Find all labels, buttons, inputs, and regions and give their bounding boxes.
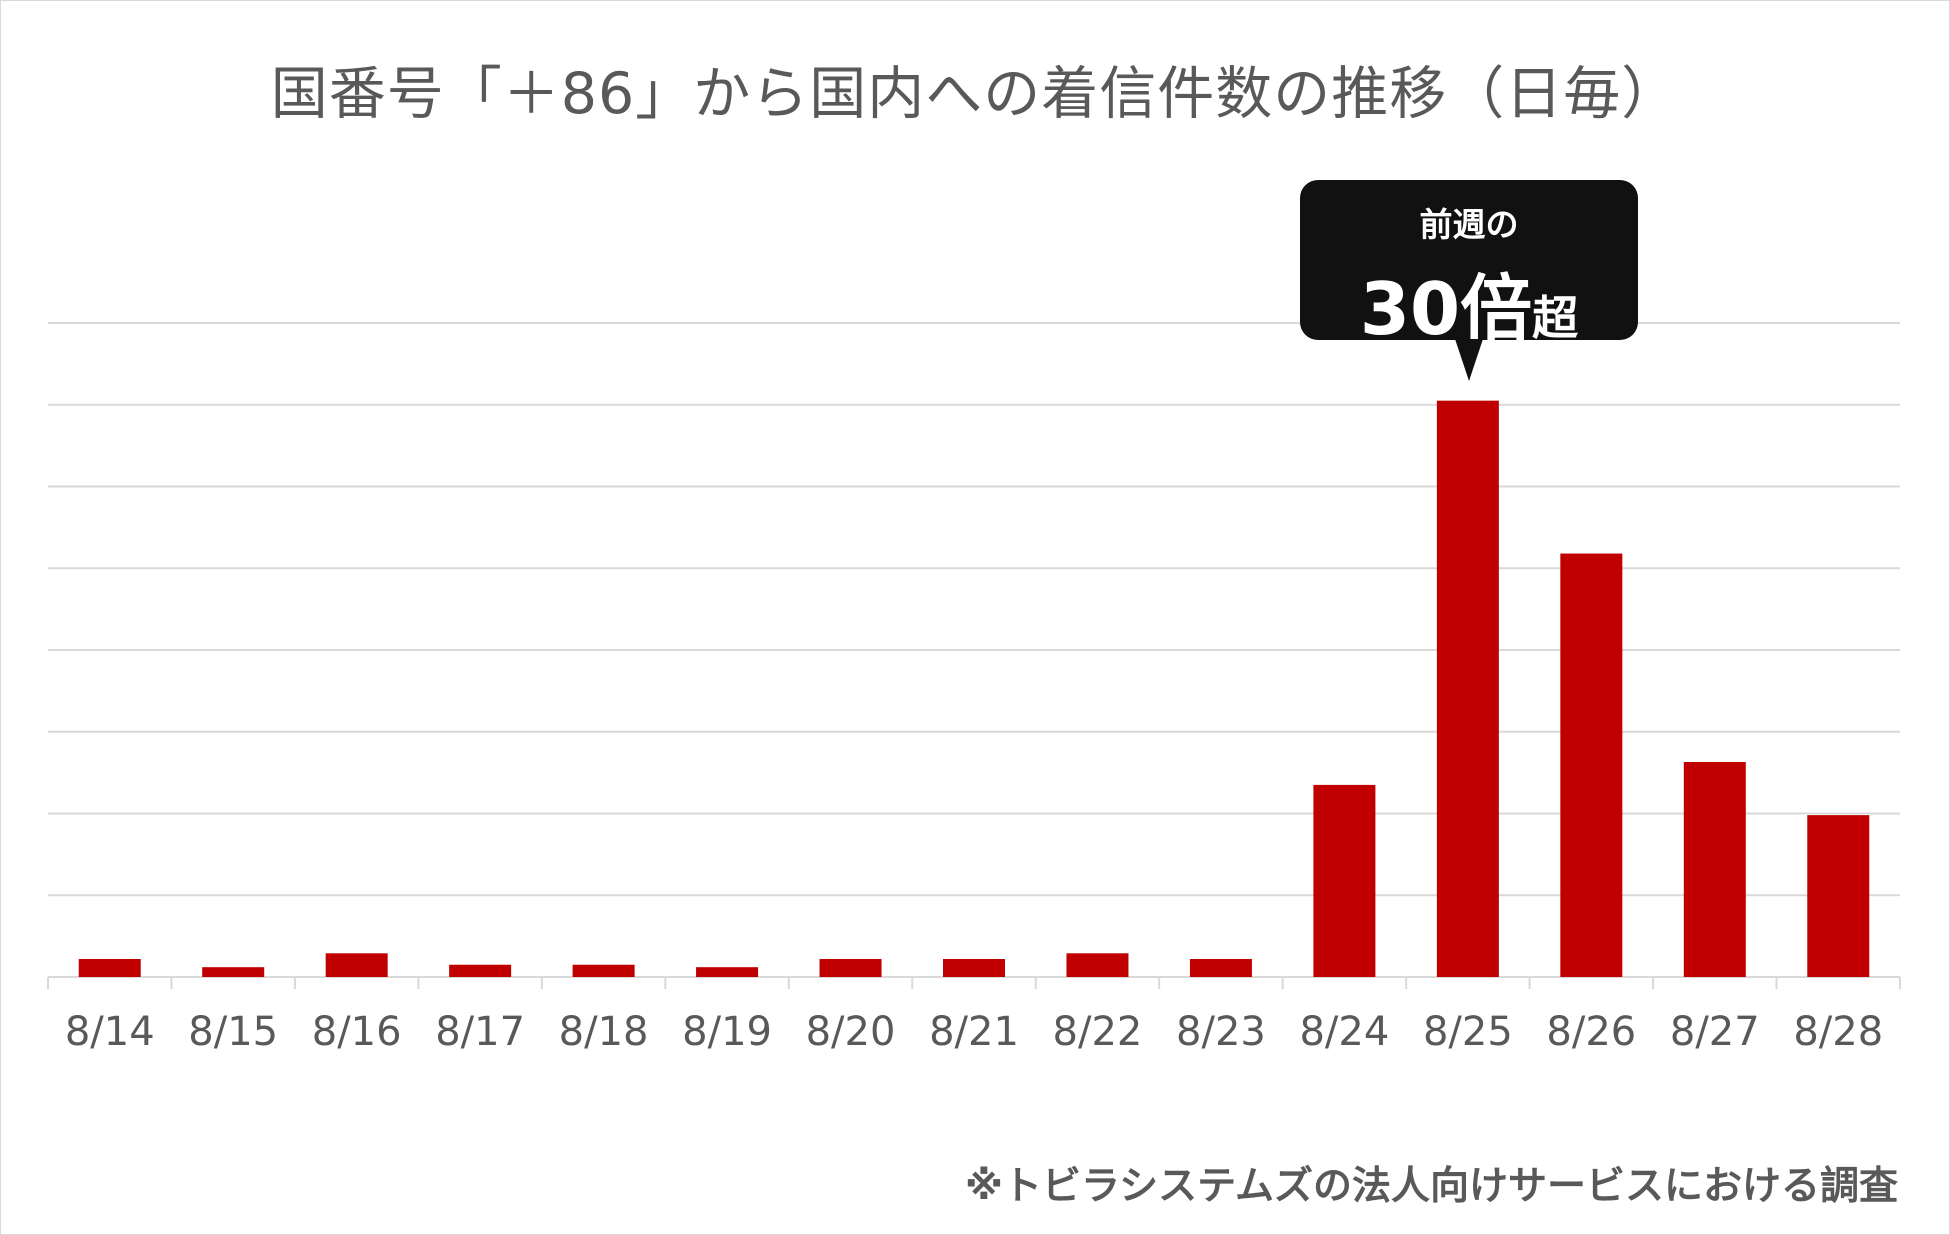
bar-8-27 [1683, 761, 1746, 977]
bar-8-21 [943, 959, 1005, 977]
x-tick-label: 8/22 [1053, 1009, 1143, 1055]
bar-8-17 [449, 964, 512, 977]
bar-8-25 [1436, 400, 1499, 978]
x-tick-label: 8/25 [1423, 1009, 1513, 1055]
callout-box: 前週の 30倍超 [1300, 180, 1638, 381]
callout-small: 超 [1532, 291, 1579, 345]
x-tick-label: 8/23 [1176, 1009, 1266, 1055]
x-tick-label: 8/28 [1793, 1009, 1883, 1055]
bar-8-16 [325, 953, 388, 977]
x-tick-label: 8/21 [929, 1009, 1019, 1055]
callout-line1: 前週の [1419, 205, 1519, 244]
x-tick-label: 8/16 [312, 1009, 402, 1055]
callout-big: 30倍 [1359, 267, 1533, 351]
footnote: ※トビラシステムズの法人向けサービスにおける調査 [965, 1164, 1898, 1209]
x-tick-label: 8/18 [559, 1009, 649, 1055]
bar-8-19 [696, 967, 759, 977]
bar-8-22 [1066, 953, 1129, 977]
bar-8-23 [1189, 959, 1252, 977]
x-tick-label: 8/19 [682, 1009, 772, 1055]
bar-8-24 [1313, 784, 1376, 977]
x-tick-label: 8/26 [1546, 1009, 1636, 1055]
bar-8-14 [78, 959, 141, 977]
x-tick-label: 8/20 [806, 1009, 896, 1055]
bar-8-28 [1807, 815, 1870, 977]
bar-8-15 [202, 967, 265, 977]
x-tick-label: 8/15 [188, 1009, 278, 1055]
chart-title: 国番号「＋86」から国内への着信件数の推移（日毎） [270, 61, 1680, 127]
bar-8-20 [819, 959, 882, 977]
bar-8-18 [572, 964, 635, 977]
x-tick-label: 8/17 [435, 1009, 525, 1055]
x-tick-label: 8/27 [1670, 1009, 1760, 1055]
x-tick-label: 8/14 [65, 1009, 155, 1055]
x-tick-label: 8/24 [1299, 1009, 1389, 1055]
callout-line2: 30倍超 [1300, 250, 1638, 355]
bar-8-26 [1560, 553, 1623, 977]
